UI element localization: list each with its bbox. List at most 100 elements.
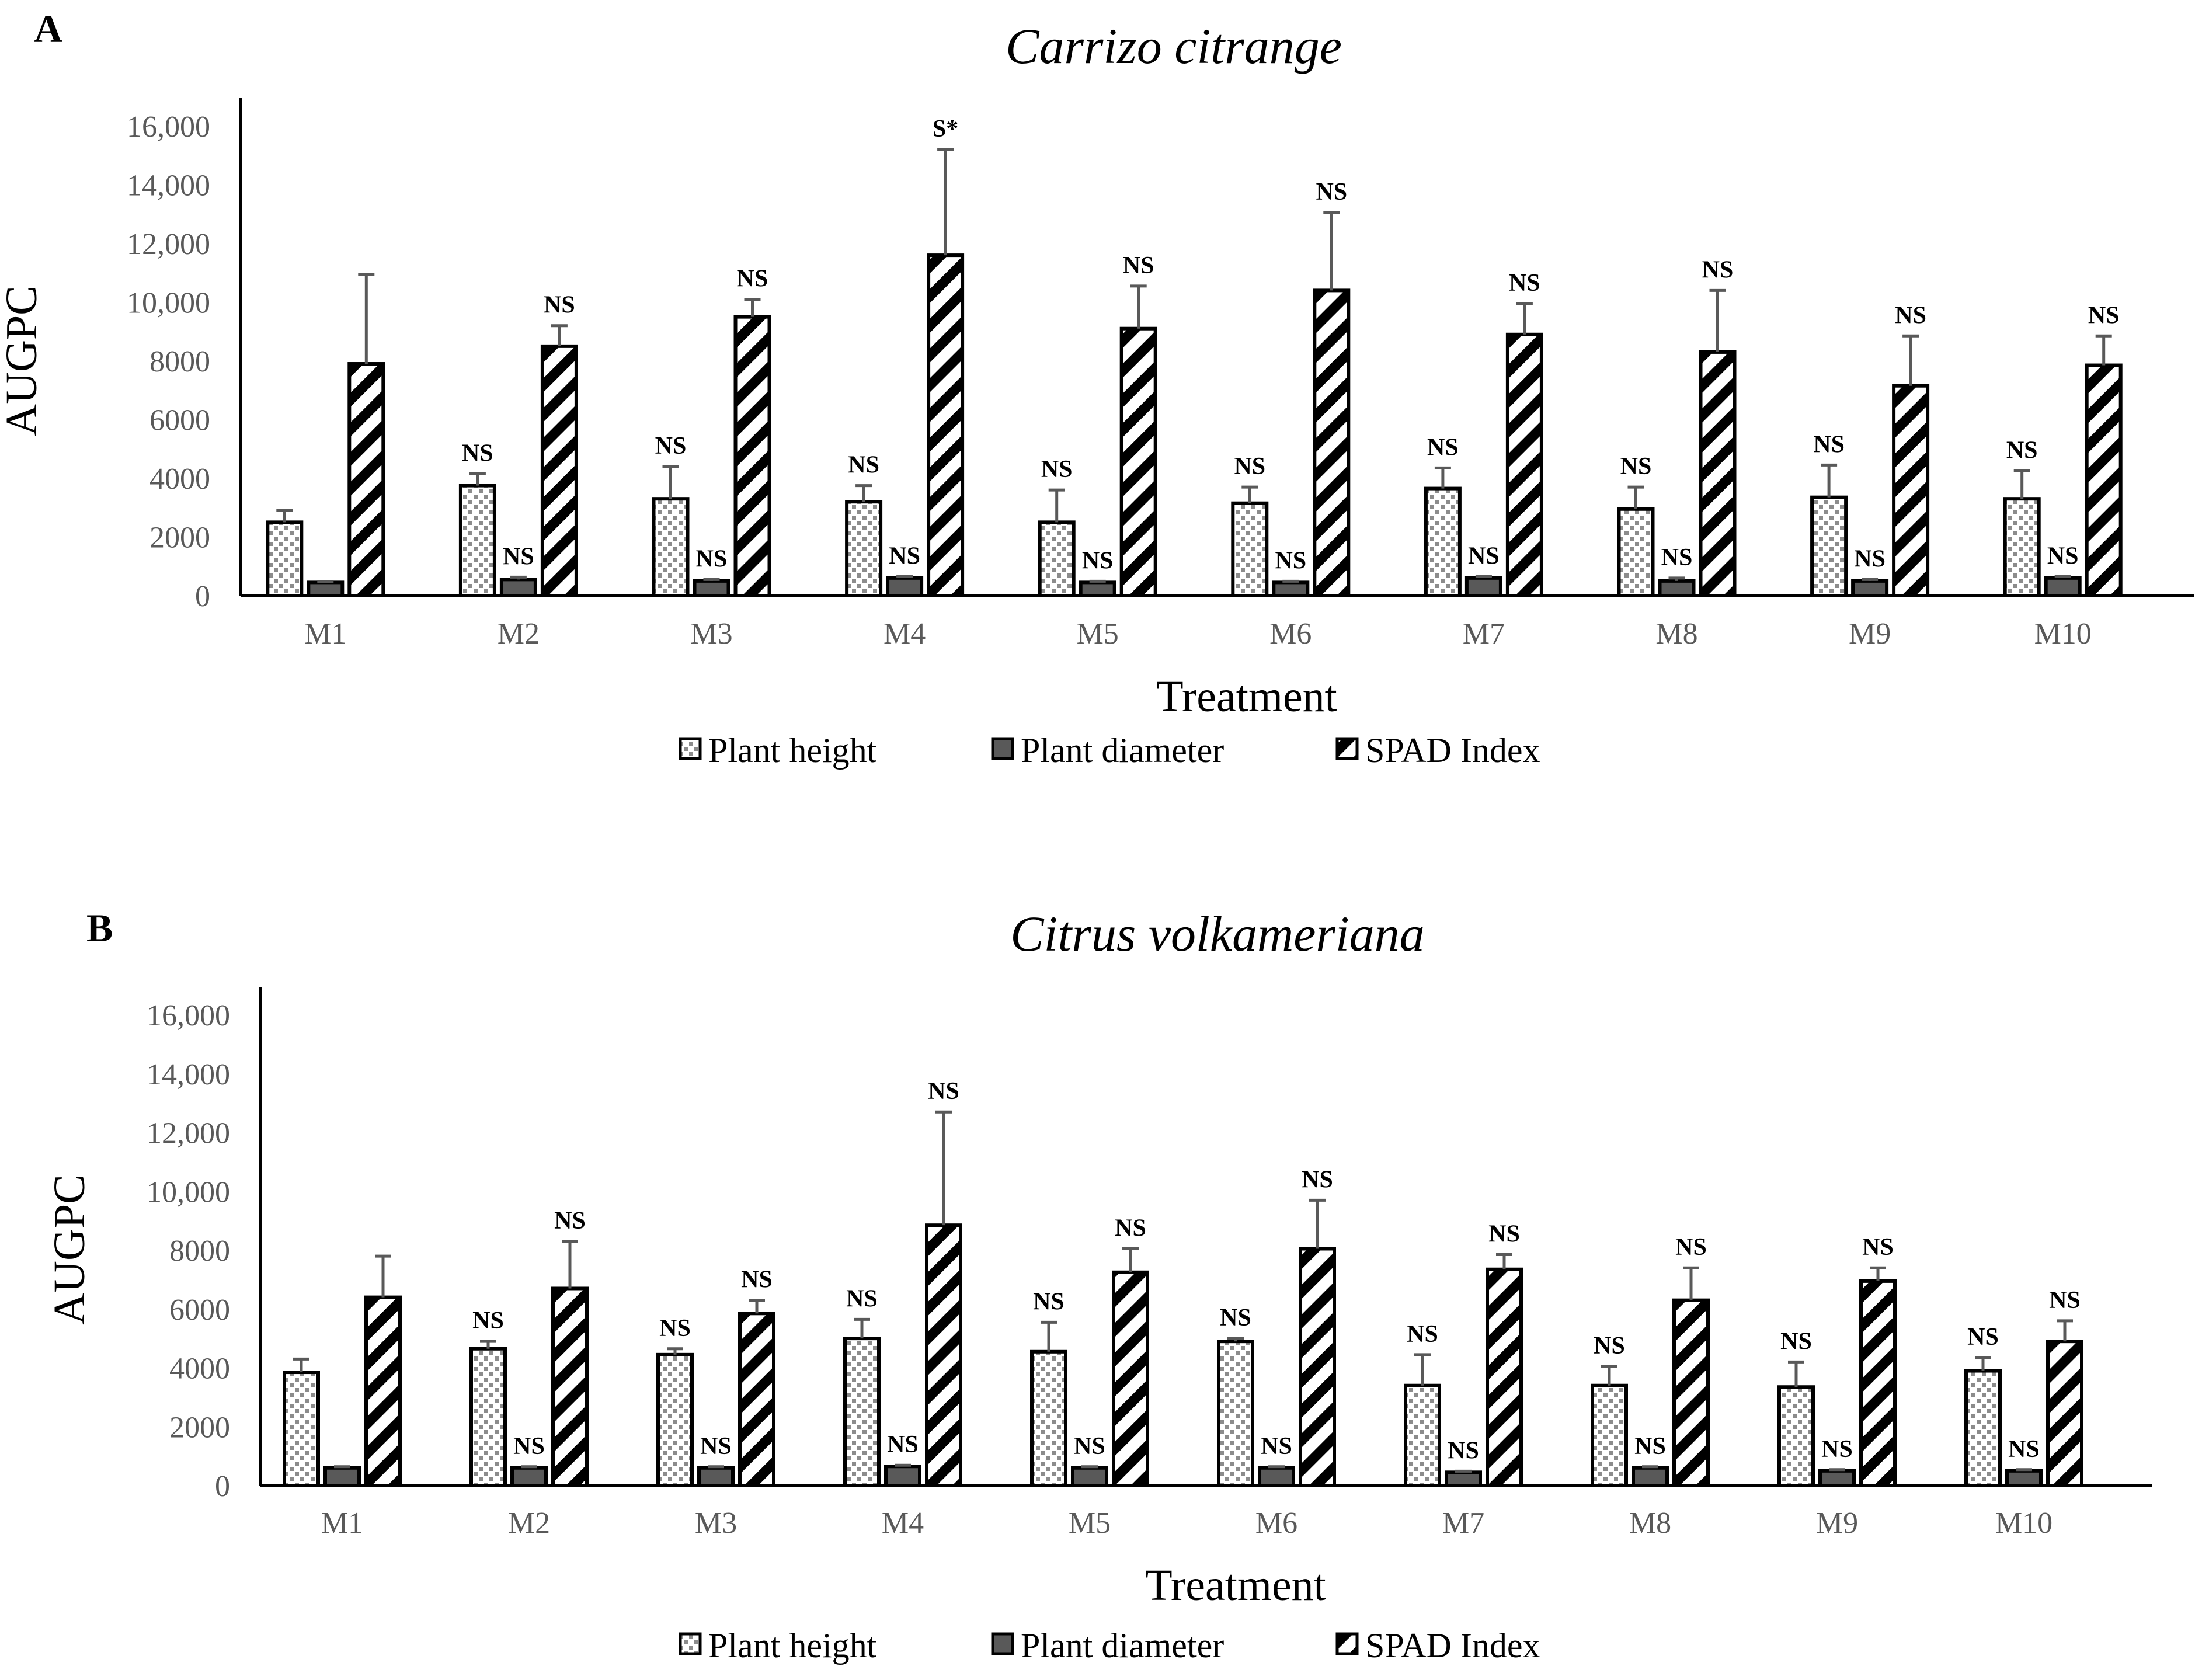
bar [1777,1385,1815,1487]
significance-label: NS [2049,1287,2081,1314]
x-tick-label: M10 [2034,617,2092,651]
bar [1038,520,1076,597]
significance-label: NS [1220,1305,1251,1331]
bar [738,1312,775,1487]
significance-label: NS [887,1431,919,1458]
legend-swatch [991,1632,1014,1655]
significance-label: S* [933,116,958,142]
y-axis-title: AUGPC [45,1174,94,1325]
significance-label: NS [846,1285,878,1312]
chart-panel-a: A Carrizo citrange 0 2000 4000 6000 8000 10,000… [0,6,2194,770]
significance-label: NS [1862,1234,1894,1261]
y-tick-label: 2000 [169,1411,230,1444]
bar [458,484,496,597]
x-tick-label: M1 [321,1507,363,1540]
x-tick-label: M3 [695,1507,737,1540]
bar [1851,579,1889,597]
bar [1859,1279,1897,1488]
panel-label: B [86,906,113,950]
significance-label: NS [2006,437,2038,464]
bar [845,500,883,598]
x-tick-label: M6 [1255,1507,1297,1540]
bar [843,1337,881,1487]
significance-label: NS [737,265,768,292]
bar [347,362,385,598]
significance-label: NS [1661,544,1693,571]
significance-label: NS [1967,1324,1999,1351]
y-tick-label: 8000 [169,1234,230,1268]
bar [1272,580,1310,598]
x-tick-label: M7 [1442,1507,1484,1540]
x-tick-label: M8 [1629,1507,1671,1540]
bar [469,1347,507,1488]
significance-label: NS [1634,1433,1666,1460]
significance-label: NS [1115,1215,1146,1241]
significance-label: NS [503,543,534,570]
bar [697,1466,735,1487]
x-tick-label: M6 [1269,617,1312,651]
significance-label: NS [1780,1328,1812,1355]
bar [499,578,537,597]
bar [1632,1466,1669,1487]
x-tick-label: M7 [1463,617,1505,651]
y-tick-label: 12,000 [147,1117,230,1150]
significance-label: NS [1854,545,1886,572]
legend-label: SPAD Index [1365,1626,1540,1665]
bar [1119,326,1157,597]
bar [510,1466,548,1487]
significance-label: NS [1316,179,1347,206]
significance-label: NS [1082,547,1114,574]
y-axis-title: AUGPC [0,286,46,436]
significance-label: NS [1675,1234,1707,1261]
significance-label: NS [1123,252,1154,279]
x-tick-label: M3 [690,617,732,651]
y-tick-label: 6000 [149,404,210,437]
y-tick-label: 16,000 [147,999,230,1032]
x-tick-label: M2 [498,617,540,651]
significance-label: NS [696,545,728,572]
bar [693,579,730,597]
legend-label: Plant diameter [1021,1626,1224,1665]
bar [1071,1466,1108,1487]
bar [307,580,345,598]
significance-label: NS [554,1208,586,1234]
significance-label: NS [700,1433,732,1460]
significance-label: NS [1041,456,1073,483]
significance-label: NS [928,1078,959,1105]
significance-label: NS [462,440,493,467]
bar [652,497,690,597]
bar [1810,495,1848,597]
x-tick-label: M4 [883,617,926,651]
bar [540,344,578,597]
significance-label: NS [1620,453,1652,480]
x-axis-title: Treatment [1156,672,1337,721]
bar [2085,363,2123,597]
x-tick-label: M10 [1995,1507,2053,1540]
bar [2044,576,2082,597]
x-tick-label: M9 [1816,1507,1858,1540]
bar [1892,384,1930,598]
significance-label: NS [1702,256,1734,283]
y-tick-label: 0 [195,580,210,613]
legend-label: SPAD Index [1365,731,1540,770]
significance-label: NS [1594,1333,1625,1359]
significance-label: NS [655,433,687,460]
panel-label: A [34,6,62,51]
legend-label: Plant diameter [1021,731,1224,770]
y-tick-label: 14,000 [147,1058,230,1091]
y-tick-label: 14,000 [127,169,210,203]
bar [364,1295,402,1488]
significance-label: NS [1033,1288,1065,1315]
bar [1030,1349,1067,1487]
significance-label: NS [1448,1437,1479,1464]
y-tick-label: 4000 [169,1352,230,1386]
bar [1658,579,1696,597]
legend-swatch [1335,737,1359,760]
legend-swatch [679,737,702,760]
bar [1299,1247,1336,1487]
bar [1818,1469,1856,1487]
significance-label: NS [1509,270,1540,297]
bar [884,1465,921,1488]
significance-label: NS [1302,1166,1333,1193]
bar [1445,1470,1482,1488]
